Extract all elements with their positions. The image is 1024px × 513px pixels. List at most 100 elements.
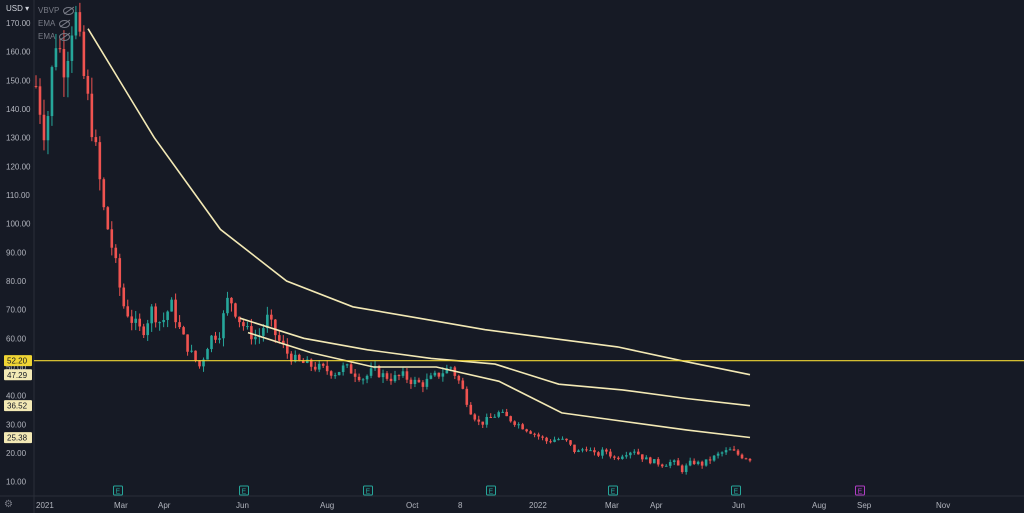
y-tick-label: 30.00 <box>6 420 27 429</box>
earnings-marker[interactable] <box>486 485 496 496</box>
y-tick-label: 130.00 <box>6 134 31 143</box>
plot-area[interactable] <box>34 0 1024 496</box>
earnings-marker[interactable] <box>113 485 123 496</box>
legend-row-ema-1[interactable]: EMA <box>38 17 74 30</box>
candle-body <box>696 461 700 464</box>
candle-body <box>684 465 688 472</box>
y-tick-label: 160.00 <box>6 48 31 57</box>
candle-body <box>585 449 588 451</box>
candle-body <box>748 458 752 461</box>
candle-body <box>270 314 273 320</box>
currency-label[interactable]: USD ▾ <box>6 4 30 13</box>
candle-body <box>581 449 584 451</box>
candle-body <box>190 350 193 352</box>
candle-body <box>202 359 205 367</box>
legend-row-vbvp[interactable]: VBVP <box>38 4 75 17</box>
candle-body <box>744 458 748 460</box>
candle-body <box>652 459 656 464</box>
candle-body <box>393 375 397 382</box>
candle-body <box>102 179 106 208</box>
candle-body <box>688 460 692 466</box>
settings-gear-icon[interactable]: ⚙ <box>4 499 13 510</box>
candle-body <box>473 414 477 420</box>
candle-body <box>557 439 560 441</box>
candle-body <box>42 114 46 141</box>
candle-body <box>641 454 644 460</box>
earnings-marker-label: E <box>116 489 121 496</box>
y-tick-label: 140.00 <box>6 105 31 114</box>
candle-body <box>421 382 425 387</box>
candle-body <box>158 322 161 324</box>
earnings-marker[interactable] <box>855 485 865 496</box>
candle-body <box>537 434 540 437</box>
candle-body <box>692 460 696 464</box>
candle-body <box>178 322 181 328</box>
earnings-marker-label: E <box>489 489 494 496</box>
candle-body <box>597 452 600 456</box>
legend-row-ema-2[interactable]: EMA <box>38 30 74 43</box>
candle-body <box>34 86 38 88</box>
candle-body <box>648 457 652 464</box>
candle-body <box>82 31 86 77</box>
candle-body <box>573 444 576 453</box>
earnings-marker[interactable] <box>608 485 618 496</box>
earnings-marker[interactable] <box>363 485 373 496</box>
candle-body <box>461 380 465 389</box>
candle-body <box>445 368 449 374</box>
price-label-box <box>4 432 32 444</box>
earnings-marker[interactable] <box>731 485 741 496</box>
x-tick-label: Mar <box>605 501 619 510</box>
candle-body <box>529 431 532 434</box>
candle-body <box>724 450 728 453</box>
candle-body <box>317 363 321 370</box>
candle-body <box>569 440 572 445</box>
candle-body <box>369 368 373 376</box>
eye-off-icon[interactable] <box>63 6 75 15</box>
candle-body <box>625 455 628 457</box>
candle-body <box>601 449 604 456</box>
candle-body <box>134 318 138 323</box>
candle-body <box>664 465 668 467</box>
candle-body <box>413 379 417 385</box>
candle-body <box>114 247 118 259</box>
candle-body <box>389 378 393 382</box>
candle-body <box>577 450 580 453</box>
candle-body <box>397 375 401 377</box>
price-label-text: 52.20 <box>7 357 28 366</box>
candle-body <box>593 450 596 453</box>
candle-body <box>210 335 213 350</box>
earnings-marker[interactable] <box>239 485 249 496</box>
candle-body <box>341 365 345 373</box>
candle-body <box>501 411 504 413</box>
y-tick-label: 70.00 <box>6 306 27 315</box>
candle-body <box>58 48 62 50</box>
candle-body <box>230 297 233 304</box>
candle-body <box>106 207 110 230</box>
candle-body <box>633 451 636 453</box>
candle-body <box>254 336 257 340</box>
price-label-text: 25.38 <box>7 434 28 443</box>
y-tick-label: 110.00 <box>6 191 30 200</box>
candle-body <box>477 419 481 422</box>
earnings-marker-label: E <box>611 489 616 496</box>
candle-body <box>182 327 185 335</box>
candle-body <box>441 373 445 377</box>
candle-body <box>98 142 102 180</box>
legend-label: EMA <box>38 32 56 41</box>
candle-body <box>353 373 357 377</box>
eye-off-icon[interactable] <box>59 19 71 28</box>
candle-body <box>274 319 277 336</box>
indicator-legend: VBVP EMA EMA <box>38 4 75 43</box>
candle-body <box>680 465 684 472</box>
legend-label: VBVP <box>38 6 60 15</box>
candle-body <box>676 460 680 466</box>
candle-body <box>405 371 409 380</box>
candle-body <box>621 456 624 459</box>
candle-body <box>716 453 720 456</box>
eye-off-icon[interactable] <box>59 32 71 41</box>
candle-body <box>162 319 165 323</box>
candle-body <box>517 424 520 426</box>
candle-body <box>242 322 245 327</box>
